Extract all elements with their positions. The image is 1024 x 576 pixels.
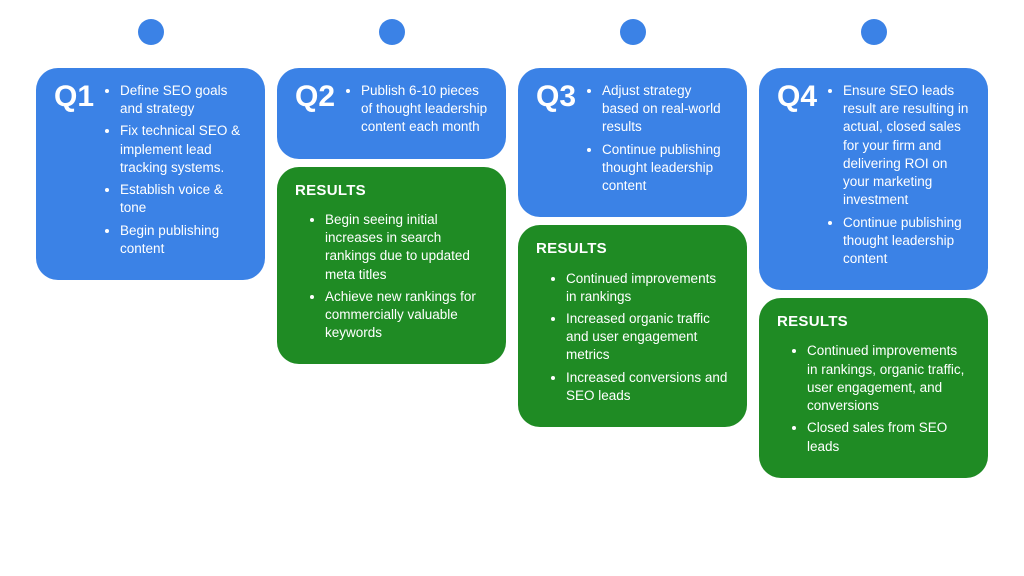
quarter-actions: Adjust strategy based on real-world resu…	[584, 82, 729, 199]
timeline-dot-row	[277, 18, 506, 46]
timeline-dot-icon	[138, 19, 164, 45]
quarter-card: Q3 Adjust strategy based on real-world re…	[518, 68, 747, 217]
quarter-card: Q1 Define SEO goals and strategy Fix techn…	[36, 68, 265, 280]
quarter-column-q3: Q3 Adjust strategy based on real-world re…	[518, 18, 747, 486]
results-item: Closed sales from SEO leads	[807, 419, 970, 455]
quarter-card: Q2 Publish 6-10 pieces of thought leaders…	[277, 68, 506, 159]
quarter-action-item: Continue publishing thought leadership c…	[843, 214, 970, 269]
results-title: RESULTS	[777, 312, 970, 332]
results-card: RESULTS Continued improvements in ranking…	[518, 225, 747, 427]
quarter-actions: Ensure SEO leads result are resulting in…	[825, 82, 970, 272]
quarter-actions: Publish 6-10 pieces of thought leadershi…	[343, 82, 488, 141]
results-card: RESULTS Continued improvements in ranking…	[759, 298, 988, 478]
results-title: RESULTS	[536, 239, 729, 259]
quarter-actions: Define SEO goals and strategy Fix technic…	[102, 82, 247, 262]
timeline-dot-row	[759, 18, 988, 46]
quarter-label: Q2	[295, 82, 335, 112]
timeline-dot-icon	[620, 19, 646, 45]
quarter-column-q4: Q4 Ensure SEO leads result are resulting …	[759, 18, 988, 486]
quarter-action-item: Fix technical SEO & implement lead track…	[120, 122, 247, 177]
timeline-dot-icon	[861, 19, 887, 45]
timeline-dot-row	[518, 18, 747, 46]
quarter-label: Q3	[536, 82, 576, 112]
quarter-column-q2: Q2 Publish 6-10 pieces of thought leaders…	[277, 18, 506, 486]
quarter-column-q1: Q1 Define SEO goals and strategy Fix techn…	[36, 18, 265, 486]
quarter-label: Q1	[54, 82, 94, 112]
quarter-card: Q4 Ensure SEO leads result are resulting …	[759, 68, 988, 290]
quarter-action-item: Ensure SEO leads result are resulting in…	[843, 82, 970, 210]
quarter-action-item: Publish 6-10 pieces of thought leadershi…	[361, 82, 488, 137]
quarter-action-item: Begin publishing content	[120, 222, 247, 258]
results-item: Increased conversions and SEO leads	[566, 369, 729, 405]
quarter-columns: Q1 Define SEO goals and strategy Fix techn…	[0, 0, 1024, 486]
timeline-dot-row	[36, 18, 265, 46]
results-item: Continued improvements in rankings	[566, 270, 729, 306]
timeline-dot-icon	[379, 19, 405, 45]
results-item: Continued improvements in rankings, orga…	[807, 342, 970, 415]
quarter-action-item: Adjust strategy based on real-world resu…	[602, 82, 729, 137]
quarter-action-item: Continue publishing thought leadership c…	[602, 141, 729, 196]
results-card: RESULTS Begin seeing initial increases in…	[277, 167, 506, 365]
quarter-action-item: Establish voice & tone	[120, 181, 247, 217]
quarter-action-item: Define SEO goals and strategy	[120, 82, 247, 118]
results-title: RESULTS	[295, 181, 488, 201]
quarter-label: Q4	[777, 82, 817, 112]
results-item: Increased organic traffic and user engag…	[566, 310, 729, 365]
results-item: Begin seeing initial increases in search…	[325, 211, 488, 284]
results-item: Achieve new rankings for commercially va…	[325, 288, 488, 343]
